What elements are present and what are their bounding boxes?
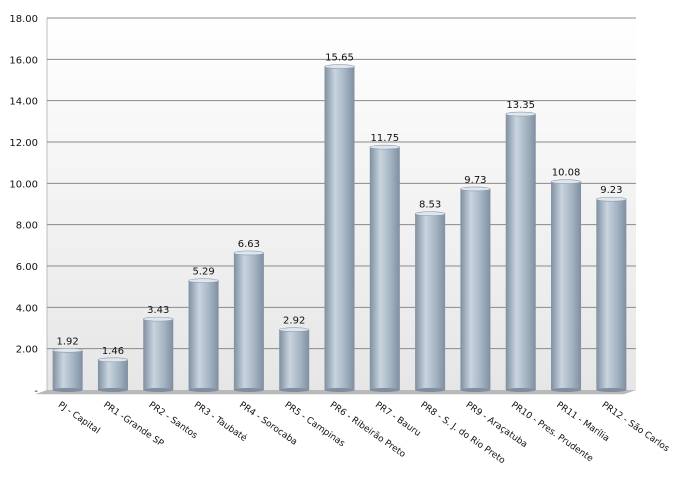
- bar: [188, 278, 219, 392]
- bar: [233, 250, 265, 392]
- data-label: 11.75: [370, 133, 399, 144]
- bar-base: [279, 388, 310, 392]
- bar-top: [596, 196, 627, 202]
- y-tick-label: 2.00: [16, 345, 38, 356]
- bar-base: [415, 388, 446, 392]
- y-tick-label: 16.00: [9, 55, 38, 66]
- bar-body: [596, 199, 627, 390]
- bar-body: [369, 147, 400, 390]
- y-tick-label: 14.00: [9, 97, 38, 108]
- bar-body: [324, 66, 355, 391]
- bar-body: [233, 252, 264, 390]
- bar-base: [460, 388, 491, 392]
- data-label: 10.08: [552, 168, 581, 179]
- bar-body: [505, 114, 536, 390]
- x-category-label: PJ - Capital: [56, 400, 102, 436]
- data-label: 1.92: [57, 336, 79, 347]
- y-tick-label: 10.00: [9, 179, 38, 190]
- bar-body: [460, 188, 491, 390]
- bar-base: [52, 388, 83, 392]
- bar-top: [550, 179, 582, 184]
- data-label: 5.29: [192, 267, 214, 278]
- bar: [460, 186, 491, 392]
- data-label: 3.43: [147, 305, 169, 316]
- bar-base: [596, 388, 627, 392]
- bar-top: [188, 278, 219, 283]
- bar-top: [233, 250, 265, 256]
- bar-top: [460, 186, 491, 192]
- data-label: 2.92: [283, 316, 305, 327]
- y-axis: - 2.00 4.00 6.00 8.00 10.00 12.00 14.00 16.00 18.…: [9, 14, 38, 397]
- bar-top: [324, 64, 355, 69]
- data-label: 13.35: [506, 100, 535, 111]
- y-tick-label: 8.00: [16, 221, 38, 232]
- bar-base: [369, 388, 400, 392]
- x-category-label: PR10 - Pres. Prudente: [509, 400, 595, 464]
- y-tick-label: 12.00: [9, 138, 38, 149]
- bar-top: [52, 348, 83, 353]
- bar-top: [505, 111, 537, 117]
- bar-body: [415, 213, 446, 390]
- bar: [97, 357, 129, 392]
- bar-body: [97, 359, 128, 390]
- data-label: 9.23: [600, 185, 622, 196]
- y-tick-label: -: [34, 386, 38, 397]
- bar-body: [52, 350, 83, 390]
- y-tick-label: 18.00: [9, 14, 38, 25]
- bar-base: [324, 388, 355, 392]
- bar-top: [142, 316, 174, 322]
- bar: [505, 111, 537, 392]
- data-label: 8.53: [419, 200, 441, 211]
- bar-body: [551, 181, 582, 390]
- bar-body: [188, 280, 219, 390]
- bar: [142, 316, 174, 392]
- bar-top: [414, 211, 446, 217]
- bar-base: [505, 388, 536, 392]
- bar: [414, 211, 446, 392]
- bar: [52, 348, 83, 392]
- data-label: 1.46: [102, 346, 124, 357]
- bar-base: [143, 388, 174, 392]
- bar-top: [278, 327, 310, 332]
- data-labels: 1.92 1.46 3.43 5.29 6.63 2.92 15.65 11.75 8.53 9.…: [57, 53, 623, 357]
- bar: [324, 64, 355, 392]
- data-label: 9.73: [464, 175, 486, 186]
- data-label: 6.63: [238, 239, 260, 250]
- bar-body: [279, 329, 310, 390]
- bar: [596, 196, 627, 392]
- bar: [278, 327, 310, 392]
- bar-base: [188, 388, 219, 392]
- x-category-label: PR8 - S. J. do Rio Preto: [418, 400, 507, 466]
- bar: [369, 144, 401, 392]
- data-label: 15.65: [325, 53, 354, 64]
- bars: [52, 64, 627, 392]
- bar-base: [233, 388, 264, 392]
- bar-top: [97, 357, 129, 363]
- x-category-label: PR6 - Ribeirão Preto: [328, 400, 408, 460]
- bar-top: [369, 144, 401, 150]
- x-category-label: PR12 - São Carlos: [600, 400, 671, 454]
- bar-body: [143, 319, 174, 390]
- y-tick-label: 4.00: [16, 303, 38, 314]
- bar-base: [551, 388, 582, 392]
- bar-base: [97, 388, 128, 392]
- bar: [550, 179, 582, 392]
- y-tick-label: 6.00: [16, 262, 38, 273]
